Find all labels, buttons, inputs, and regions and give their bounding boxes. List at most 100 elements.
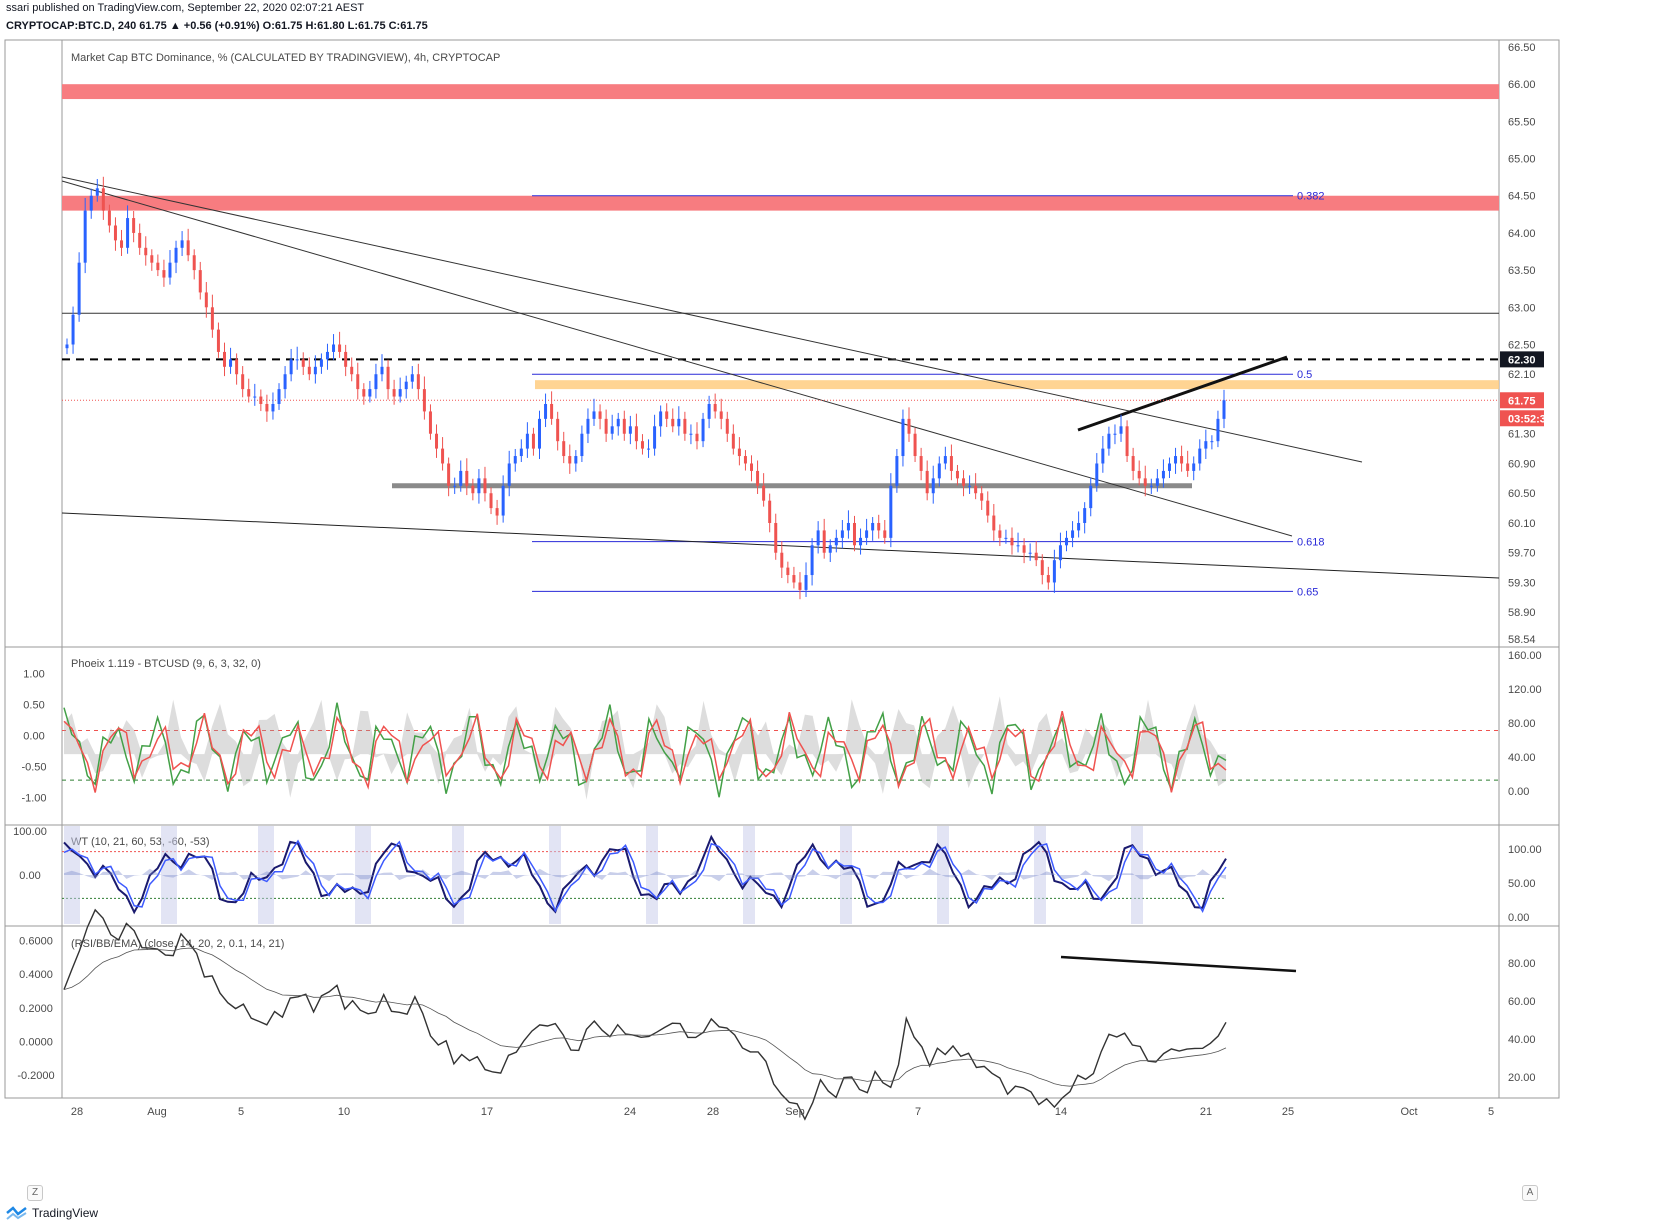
candle-body [362,389,366,397]
wt-signal-bar [367,826,371,924]
pane-frames [4,39,1560,1099]
candle-body [77,262,81,315]
candle-body [162,270,166,278]
rsi-left-tick: -0.2000 [17,1070,54,1082]
candle-body [598,411,602,419]
candle-body [477,478,481,494]
phoeix-pane: Phoeix 1.119 - BTCUSD (9, 6, 3, 32, 0) 1.… [21,650,1541,804]
last-price-badge-bg [1500,392,1544,409]
candle-body [1167,463,1171,471]
candle-body [344,351,348,367]
zone-band [535,380,1499,390]
wt-vwap-area [64,868,1226,882]
candle-body [531,433,535,449]
candle-body [1022,545,1026,553]
wt-signal-bar [359,826,363,924]
candle-body [580,433,584,457]
candle-body [1125,426,1129,457]
tradingview-brand[interactable]: TradingView [6,1206,98,1220]
candle-body [120,240,124,248]
wt-signal-bar [355,826,359,924]
candle-body [253,396,257,398]
candle-body [834,537,838,546]
rsi-right-tick: 20.00 [1508,1072,1536,1084]
auto-scale-button[interactable]: A [1522,1185,1538,1201]
candle-body [1186,463,1190,471]
candle-body [925,470,929,494]
phoeix-right-tick: 120.00 [1508,684,1542,696]
candle-body [247,389,251,397]
candle-body [810,545,814,576]
time-tick: 17 [481,1106,493,1118]
candle-body [1222,400,1226,419]
candle-body [1101,448,1105,464]
candle-body [586,418,590,434]
candle-body [325,351,329,360]
candle-body [113,225,117,241]
time-tick: 25 [1282,1106,1294,1118]
candle-body [1016,545,1020,547]
candle-body [592,411,596,419]
candle-body [1155,478,1159,486]
candle-body [846,522,850,531]
candle-body [350,366,354,375]
candle-body [859,537,863,546]
candle-body [701,418,705,442]
candle-body [1204,441,1208,449]
candle-body [780,552,784,568]
candle-body [398,389,402,397]
candle-body [313,366,317,375]
candle-body [895,456,899,486]
candle-body [610,426,614,434]
candle-body [210,307,214,330]
dashed-level-badge-bg [1500,351,1544,368]
candle-body [319,359,323,367]
candle-body [986,500,990,516]
price-y-tick: 62.10 [1508,369,1536,381]
candle-body [943,456,947,464]
rsi-left-tick: 0.2000 [19,1003,53,1015]
fib-level-label: 0.618 [1297,537,1325,549]
wt-signal-bar [68,826,72,924]
candle-body [471,485,475,494]
zoom-reset-button[interactable]: Z [27,1185,43,1201]
phoeix-slow-line [63,711,1227,793]
trendline [61,180,1293,537]
phoeix-title: Phoeix 1.119 - BTCUSD (9, 6, 3, 32, 0) [71,658,261,670]
wt-signal-bar [848,826,852,924]
candle-body [537,418,541,449]
candle-body [974,485,978,494]
candle-body [792,575,796,583]
candle-body [919,456,923,471]
time-tick: 10 [338,1106,350,1118]
candle-body [277,389,281,404]
candle-body [1210,441,1214,443]
candle-body [441,448,445,464]
trendline [1077,355,1288,432]
time-tick: Sep [785,1106,805,1118]
wt-signal-bar [72,826,76,924]
candle-body [640,441,644,449]
candle-body [374,374,378,390]
candle-body [447,463,451,486]
price-y-tick: 60.10 [1508,518,1536,530]
candle-body [907,418,911,434]
candle-body [295,359,299,361]
candle-body [647,448,651,450]
candle-body [634,426,638,442]
candle-body [1113,433,1117,435]
price-pane-title: Market Cap BTC Dominance, % (CALCULATED … [71,52,500,64]
candle-body [392,389,396,397]
wt-signal-bar [169,826,173,924]
wt-signal-bar [844,826,848,924]
wt-signal-bar [553,826,557,924]
candle-body [241,374,245,390]
wt-signal-bar [1042,826,1046,924]
candle-body [786,567,790,576]
rsi-left-tick: 0.4000 [19,969,53,981]
rsi-right-tick: 80.00 [1508,958,1536,970]
candle-body [1077,522,1081,531]
phoeix-right-tick: 40.00 [1508,752,1536,764]
candle-body [1192,463,1196,471]
